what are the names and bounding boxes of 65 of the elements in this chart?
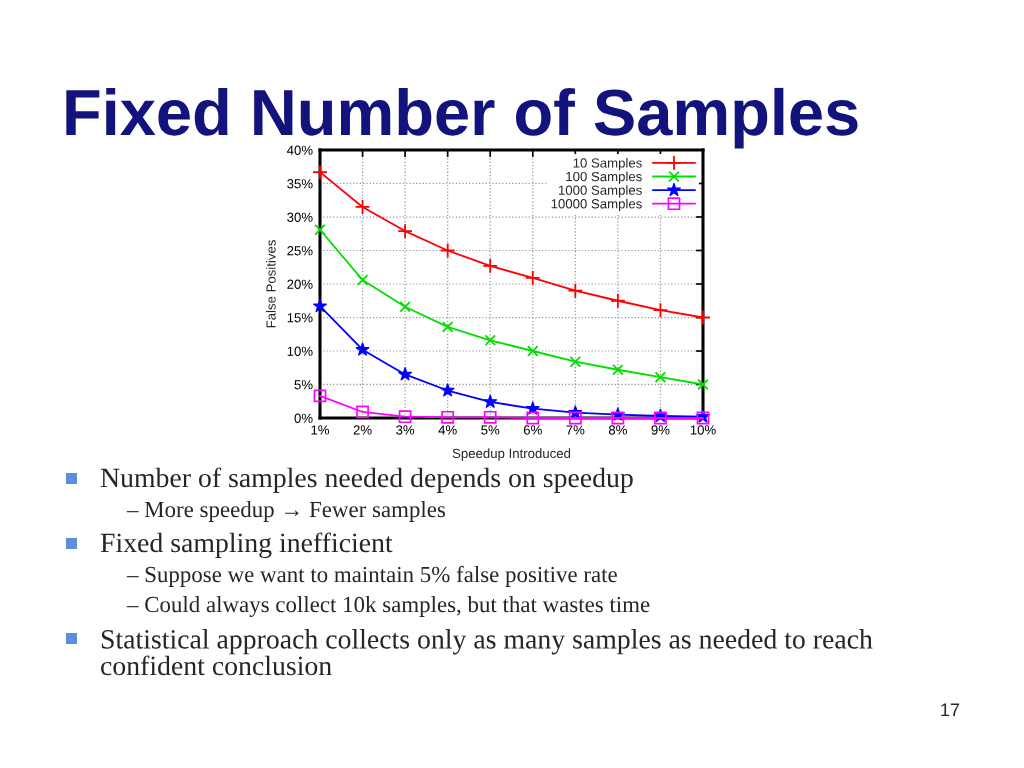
point <box>610 292 626 309</box>
point <box>695 309 711 326</box>
point <box>697 378 709 391</box>
text: Fixed sampling inefficient <box>100 532 393 558</box>
text: Statistical approach collects only as many samples as needed to reach confident conclusion <box>101 629 873 676</box>
point <box>567 282 584 299</box>
point <box>354 199 371 215</box>
y-tick-label: 10% <box>287 346 313 356</box>
x-axis-title: Speedup Introduced <box>452 448 571 461</box>
y-tick-label: 30% <box>287 212 313 222</box>
point <box>356 274 369 286</box>
text: 17 <box>941 703 960 716</box>
point <box>524 270 541 286</box>
x-tick-label: 1% <box>311 425 330 435</box>
y-tick-label: 15% <box>287 313 313 323</box>
point <box>399 301 411 313</box>
point <box>652 302 669 318</box>
point <box>355 342 370 356</box>
point <box>484 334 496 347</box>
text: – Suppose we want to maintain 5% false positive rate <box>126 565 617 587</box>
point <box>314 223 326 236</box>
legend-label: 100 Samples <box>566 171 642 184</box>
legend-label: 10000 Samples <box>551 198 642 212</box>
point <box>483 410 497 424</box>
point <box>397 223 413 239</box>
x-tick-label: 6% <box>523 425 542 435</box>
point <box>312 164 328 180</box>
y-tick-label: 25% <box>287 246 313 256</box>
point <box>568 411 582 425</box>
y-axis-title: False Positives <box>266 240 276 328</box>
point <box>441 410 455 424</box>
point <box>526 411 540 425</box>
point <box>398 410 412 424</box>
point <box>483 394 498 409</box>
point <box>654 371 667 383</box>
point <box>441 321 454 333</box>
legend-label: 1000 Samples <box>558 185 642 198</box>
x-tick-label: 7% <box>566 425 585 435</box>
point <box>527 345 539 357</box>
x-tick-label: 2% <box>353 425 372 435</box>
text: Number of samples needed depends on speedup <box>100 467 633 493</box>
point <box>356 405 369 419</box>
y-tick-label: 5% <box>294 380 313 390</box>
point <box>440 383 455 397</box>
legend-label: 10 Samples <box>573 157 642 171</box>
x-tick-label: 5% <box>481 425 500 435</box>
x-tick-label: 4% <box>438 425 457 435</box>
text: – More speedup → Fewer samples <box>126 501 446 522</box>
y-tick-label: 35% <box>287 179 313 189</box>
point <box>397 366 413 381</box>
x-tick-label: 9% <box>651 425 670 435</box>
point <box>569 355 582 368</box>
point <box>525 401 540 415</box>
y-tick-label: 20% <box>287 279 313 289</box>
x-tick-label: 8% <box>608 425 627 435</box>
x-tick-label: 3% <box>396 425 415 435</box>
x-tick-label: 10% <box>690 425 716 435</box>
point <box>482 258 499 274</box>
y-tick-label: 0% <box>294 413 313 423</box>
point <box>439 242 456 259</box>
point <box>313 389 327 403</box>
point <box>611 411 625 425</box>
point <box>312 298 328 313</box>
point <box>612 363 624 376</box>
text: – Could always collect 10k samples, but that wastes time <box>126 596 650 617</box>
